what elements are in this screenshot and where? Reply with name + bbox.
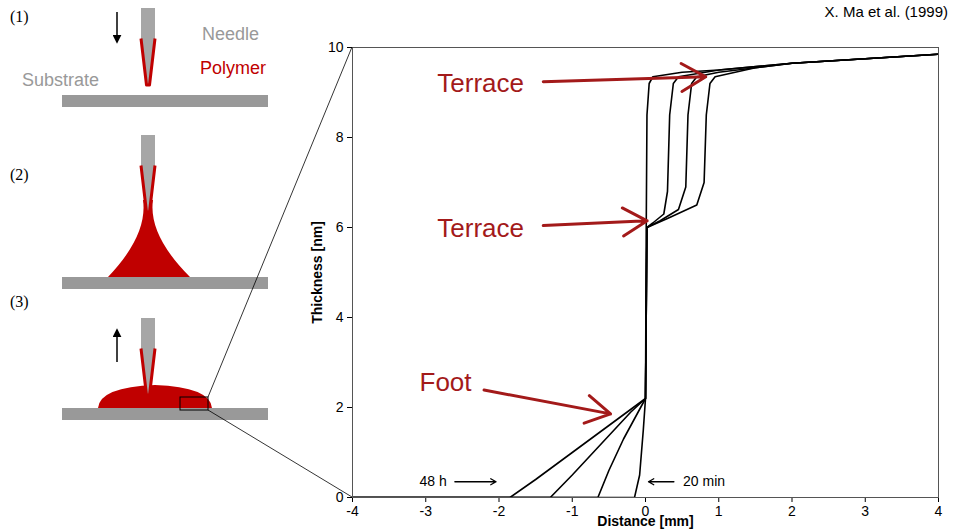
svg-text:-1: -1 (566, 503, 579, 519)
svg-text:6: 6 (336, 219, 344, 235)
svg-text:Thickness [nm]: Thickness [nm] (309, 221, 325, 324)
svg-text:20 min: 20 min (683, 473, 725, 489)
svg-text:0: 0 (336, 489, 344, 505)
svg-text:(3): (3) (10, 293, 29, 311)
svg-text:0: 0 (641, 503, 650, 520)
svg-text:1: 1 (715, 503, 723, 519)
svg-text:-4: -4 (346, 503, 359, 519)
svg-text:48 h: 48 h (419, 473, 446, 489)
svg-text:Polymer: Polymer (200, 58, 266, 78)
svg-text:Terrace: Terrace (437, 68, 524, 98)
svg-text:2: 2 (336, 399, 344, 415)
svg-text:8: 8 (336, 129, 344, 145)
svg-text:3: 3 (861, 503, 869, 519)
svg-text:2: 2 (788, 503, 796, 519)
svg-text:10: 10 (328, 39, 344, 55)
svg-text:4: 4 (935, 503, 943, 519)
svg-text:Foot: Foot (420, 367, 473, 397)
svg-text:-3: -3 (420, 503, 433, 519)
svg-text:4: 4 (336, 309, 344, 325)
svg-text:Needle: Needle (202, 24, 259, 44)
svg-text:Distance [mm]: Distance [mm] (597, 513, 693, 529)
svg-text:Terrace: Terrace (437, 213, 524, 243)
svg-text:(2): (2) (10, 166, 29, 184)
svg-text:-2: -2 (493, 503, 506, 519)
svg-text:(1): (1) (10, 8, 29, 26)
svg-text:Substrate: Substrate (22, 70, 99, 90)
svg-text:X. Ma et al. (1999): X. Ma et al. (1999) (825, 3, 948, 20)
